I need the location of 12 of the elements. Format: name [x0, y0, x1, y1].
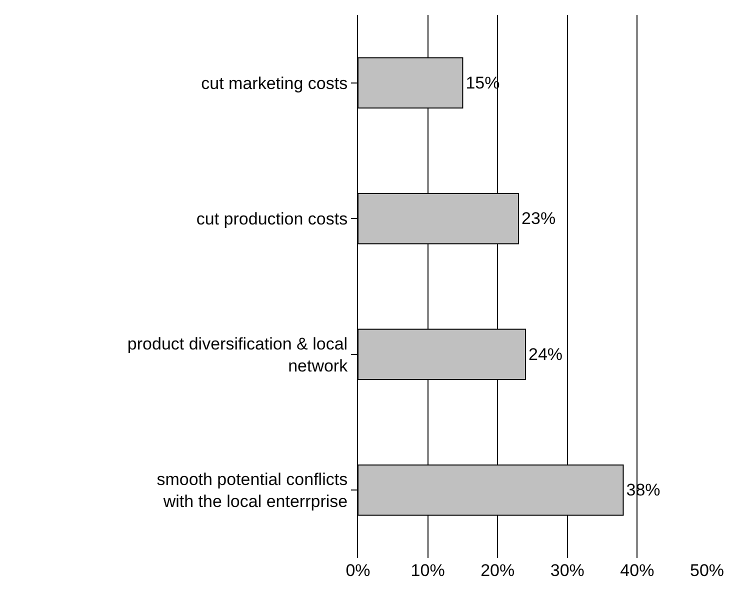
x-tick-label: 30%: [550, 561, 584, 580]
y-tick-label: cut marketing costs: [201, 74, 348, 93]
data-label: 24%: [528, 344, 563, 364]
data-label: 23%: [522, 209, 556, 228]
x-tick-label: 40%: [620, 561, 654, 580]
x-tick-label: 10%: [410, 561, 445, 580]
y-tick-label: smooth potential conflicts with the local enterrprise: [156, 470, 348, 512]
x-tick-label: 50%: [690, 561, 724, 580]
x-tick-label: 20%: [480, 561, 515, 580]
y-tick-label: product diversification & local network: [127, 334, 348, 376]
x-tick-label: 0%: [346, 561, 370, 580]
y-tick-label: cut production costs: [196, 210, 348, 229]
